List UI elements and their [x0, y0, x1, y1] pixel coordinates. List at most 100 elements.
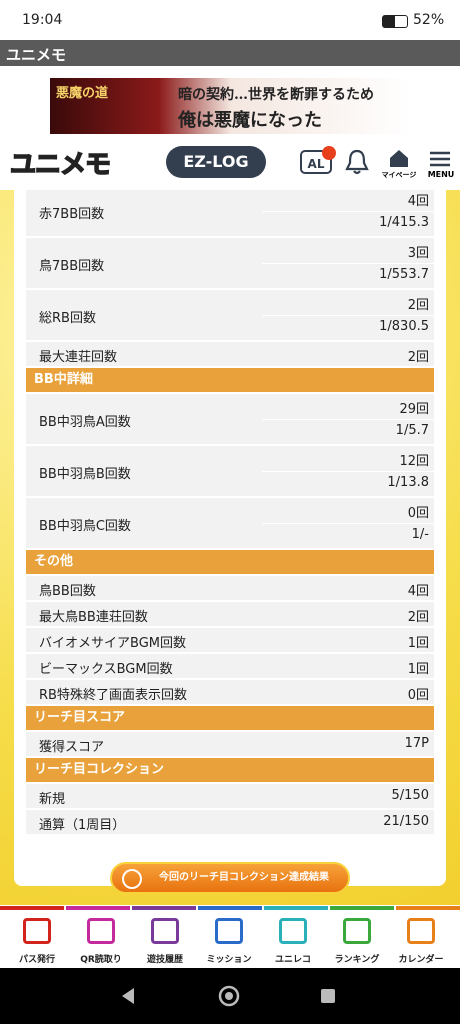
- content: 赤7BB回数 4回 1/415.3 鳥7BB回数 3回 1/553.7 総RB回数 2回 1/8…: [0, 190, 460, 905]
- stat-value: 1/553.7: [379, 267, 429, 282]
- ad-badge: 悪魔の道: [56, 86, 109, 101]
- nav-item[interactable]: ミッション: [198, 906, 260, 968]
- target-icon: [122, 869, 142, 889]
- nav-stripe: [330, 906, 394, 910]
- nav-label: パス発行: [18, 955, 55, 965]
- row-divider: [262, 315, 434, 316]
- stat-label: 獲得スコア: [39, 740, 105, 755]
- home-icon[interactable]: [388, 148, 410, 168]
- stat-row: 獲得スコア 17P: [26, 732, 434, 756]
- row-divider: [262, 471, 434, 472]
- bell-icon[interactable]: [344, 148, 370, 176]
- nav-item[interactable]: QR読取り: [70, 906, 132, 968]
- nav-icon: [407, 918, 435, 944]
- stat-row: RB特殊終了画面表示回数 0回: [26, 680, 434, 704]
- result-button[interactable]: 今回のリーチ目コレクション達成結果: [110, 862, 350, 894]
- stat-value: 21/150: [383, 814, 429, 829]
- battery-level: 52%: [413, 12, 445, 28]
- stat-row: 新規 5/150: [26, 784, 434, 808]
- back-button[interactable]: [122, 988, 134, 1004]
- ad-banner[interactable]: 悪魔の道 暗の契約…世界を断罪するため 俺は悪魔になった: [50, 78, 412, 134]
- nav-item[interactable]: パス発行: [6, 906, 68, 968]
- nav-icon: [343, 918, 371, 944]
- stat-value: 2回: [407, 298, 429, 313]
- ad-area: 悪魔の道 暗の契約…世界を断罪するため 俺は悪魔になった: [0, 66, 460, 136]
- system-nav: [0, 968, 460, 1024]
- nav-item[interactable]: 遊技履歴: [134, 906, 196, 968]
- stat-label: 鳥7BB回数: [39, 259, 105, 274]
- stat-row: BB中羽鳥A回数 29回 1/5.7: [26, 394, 434, 444]
- home-button[interactable]: [218, 985, 240, 1007]
- stat-value: 1/13.8: [387, 475, 429, 490]
- nav-item[interactable]: ランキング: [326, 906, 388, 968]
- stat-row: BB中羽鳥B回数 12回 1/13.8: [26, 446, 434, 496]
- ad-line: 暗の契約…世界を断罪するため: [178, 87, 374, 103]
- section-title: リーチ目コレクション: [34, 762, 165, 777]
- stat-label: 赤7BB回数: [39, 207, 105, 222]
- stat-row: 最大連荘回数 2回: [26, 342, 434, 366]
- stat-value: 17P: [404, 736, 429, 751]
- menu-icon[interactable]: [428, 150, 452, 168]
- nav-label: ミッション: [206, 955, 252, 965]
- stat-value: 2回: [407, 350, 429, 365]
- section-title: BB中詳細: [34, 372, 93, 387]
- stat-label: ビーマックスBGM回数: [39, 662, 173, 677]
- stat-value: 2回: [407, 610, 429, 625]
- nav-stripe: [66, 906, 130, 910]
- stat-value: 0回: [407, 688, 429, 703]
- stat-label: 総RB回数: [39, 311, 96, 326]
- nav-stripe: [396, 906, 460, 910]
- ez-log-button[interactable]: EZ-LOG: [166, 146, 266, 178]
- row-divider: [262, 419, 434, 420]
- row-divider: [262, 211, 434, 212]
- stat-value: 4回: [407, 194, 429, 209]
- stat-row: BB中羽鳥C回数 0回 1/-: [26, 498, 434, 548]
- notification-dot: [322, 146, 336, 160]
- section-heading: リーチ目スコア: [26, 706, 434, 730]
- time: 19:04: [22, 12, 63, 28]
- nav-label: QR読取り: [80, 955, 122, 965]
- stat-value: 1/5.7: [395, 423, 429, 438]
- nav-icon: [279, 918, 307, 944]
- row-divider: [262, 523, 434, 524]
- nav-stripe: [264, 906, 328, 910]
- recents-button[interactable]: [321, 989, 335, 1003]
- stat-row: 赤7BB回数 4回 1/415.3: [26, 190, 434, 236]
- stat-value: 4回: [407, 584, 429, 599]
- stat-row: 通算（1周目） 21/150: [26, 810, 434, 834]
- stat-value: 1回: [407, 662, 429, 677]
- nav-stripe: [132, 906, 196, 910]
- nav-icon: [23, 918, 51, 944]
- app-bar: ユニメモ: [0, 40, 460, 66]
- logo[interactable]: ユニメモ: [9, 149, 112, 181]
- section-heading: BB中詳細: [26, 368, 434, 392]
- stat-label: RB特殊終了画面表示回数: [39, 688, 187, 703]
- stat-value: 12回: [399, 454, 429, 469]
- status-bar: 19:04 52%: [0, 0, 460, 40]
- nav-item[interactable]: ユニレコ: [262, 906, 324, 968]
- section-title: その他: [34, 554, 74, 569]
- result-button-label: 今回のリーチ目コレクション達成結果: [159, 872, 329, 883]
- section-title: リーチ目スコア: [34, 710, 126, 725]
- nav-icon: [151, 918, 179, 944]
- stat-value: 29回: [399, 402, 429, 417]
- stat-row: 鳥7BB回数 3回 1/553.7: [26, 238, 434, 288]
- nav-label: ランキング: [334, 955, 380, 965]
- stat-label: バイオメサイアBGM回数: [39, 636, 186, 651]
- stat-value: 1/415.3: [379, 215, 429, 230]
- nav-label: カレンダー: [398, 955, 444, 965]
- nav-icon: [215, 918, 243, 944]
- al-button[interactable]: AL: [300, 150, 332, 174]
- home-button-dot: [225, 992, 233, 1000]
- stat-label: BB中羽鳥B回数: [39, 467, 131, 482]
- stat-row: ビーマックスBGM回数 1回: [26, 654, 434, 678]
- bottom-nav: パス発行 QR読取り 遊技履歴 ミッション ユニレコ ランキング カレンダー: [0, 906, 460, 968]
- battery-icon: [382, 15, 408, 28]
- stat-value: 1/-: [411, 527, 429, 542]
- nav-label: 遊技履歴: [146, 955, 183, 965]
- nav-label: ユニレコ: [274, 955, 311, 965]
- nav-item[interactable]: カレンダー: [390, 906, 452, 968]
- stat-row: 鳥BB回数 4回: [26, 576, 434, 600]
- section-heading: リーチ目コレクション: [26, 758, 434, 782]
